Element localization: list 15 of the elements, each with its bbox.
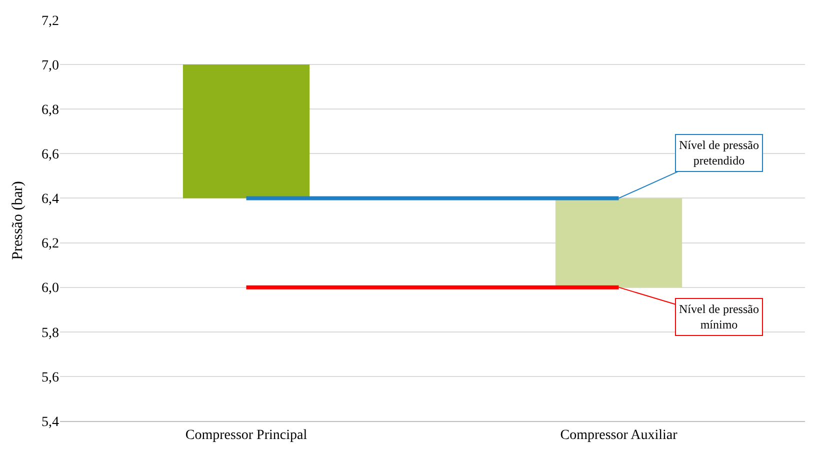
y-tick-label: 5,6 — [42, 370, 59, 386]
x-tick-label: Compressor Principal — [185, 428, 308, 443]
y-tick-label: 6,6 — [42, 148, 59, 163]
x-tick-label: Compressor Auxiliar — [560, 428, 678, 443]
y-tick-label: 7,0 — [42, 58, 59, 74]
y-axis-title: Pressão (bar) — [10, 181, 26, 260]
y-tick-label: 6,4 — [42, 192, 59, 208]
annotation: Nível de pressão mínimo — [679, 302, 759, 332]
y-tick-label: 6,2 — [42, 236, 59, 252]
y-tick-label: 5,4 — [42, 414, 59, 430]
y-tick-label: 5,8 — [42, 326, 59, 341]
annotation: Nível de pressão pretendido — [679, 138, 759, 168]
y-tick-label: 7,2 — [42, 14, 59, 29]
y-tick-label: 6,0 — [42, 281, 59, 296]
y-tick-label: 6,8 — [42, 103, 59, 118]
